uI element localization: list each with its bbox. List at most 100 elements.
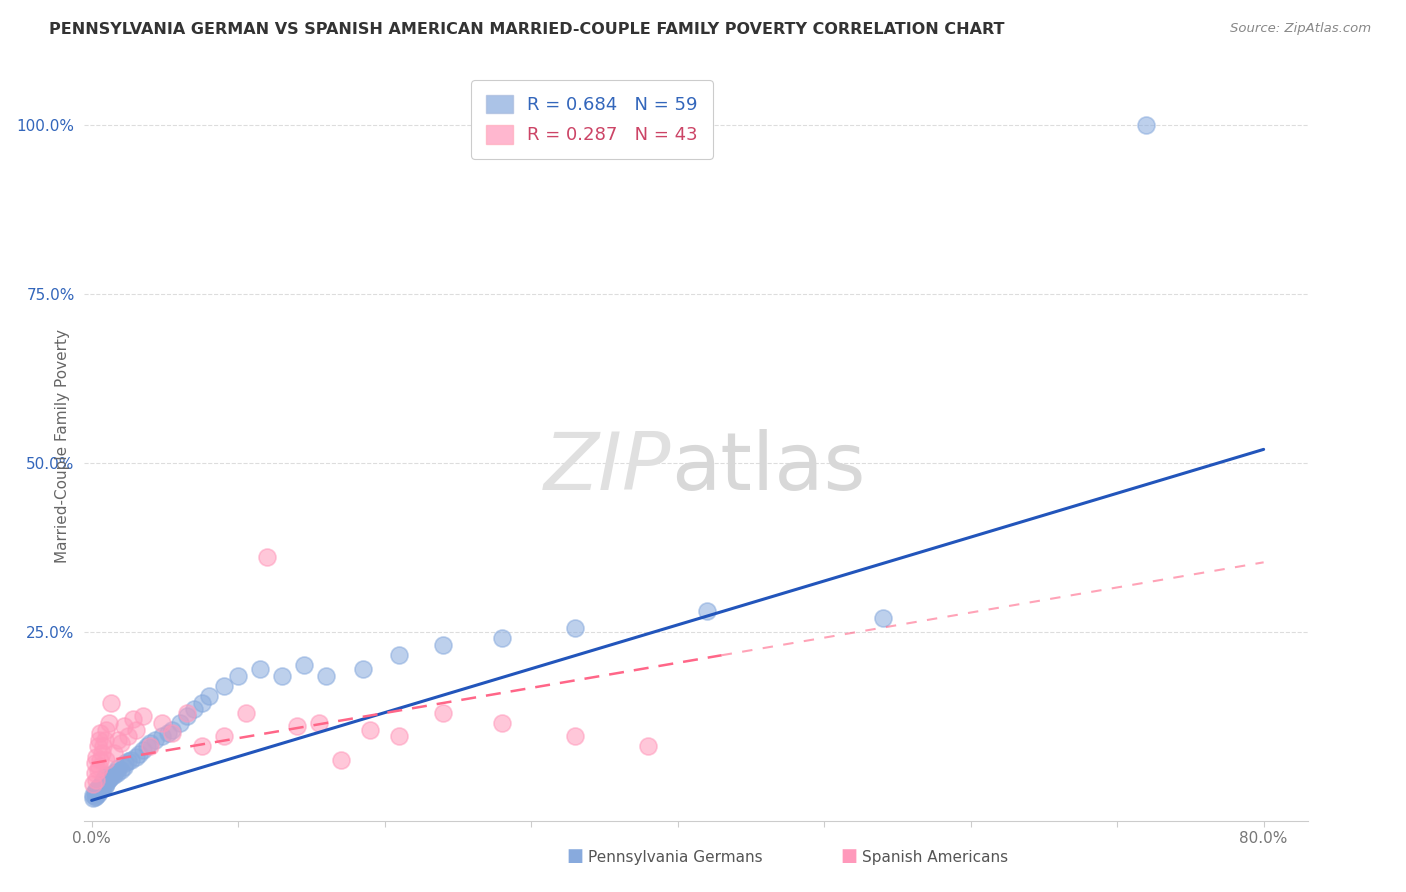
Point: [292, 658, 315, 673]
Point: [91, 781, 114, 796]
Point: [256, 550, 278, 565]
Text: PENNSYLVANIA GERMAN VS SPANISH AMERICAN MARRIED-COUPLE FAMILY POVERTY CORRELATIO: PENNSYLVANIA GERMAN VS SPANISH AMERICAN …: [49, 22, 1005, 37]
Point: [93, 739, 115, 754]
Point: [93, 774, 115, 789]
Point: [96, 753, 118, 767]
Point: [94, 779, 117, 793]
Point: [104, 765, 127, 780]
Point: [98, 772, 121, 786]
Y-axis label: Married-Couple Family Poverty: Married-Couple Family Poverty: [55, 329, 70, 563]
Point: [432, 638, 454, 652]
Point: [872, 611, 894, 625]
Point: [91, 746, 114, 760]
Point: [84, 773, 107, 788]
Point: [121, 712, 143, 726]
Point: [190, 739, 212, 754]
Point: [96, 768, 118, 782]
Point: [105, 766, 128, 780]
Point: [96, 723, 118, 737]
Point: [94, 770, 117, 784]
Point: [89, 726, 111, 740]
Point: [212, 729, 235, 743]
Text: atlas: atlas: [672, 429, 866, 508]
Text: ■: ■: [567, 847, 583, 865]
Point: [139, 736, 162, 750]
Point: [107, 732, 129, 747]
Point: [110, 763, 132, 777]
Point: [226, 668, 249, 682]
Point: [352, 662, 374, 676]
Text: ■: ■: [841, 847, 858, 865]
Point: [120, 753, 142, 767]
Point: [150, 729, 173, 743]
Point: [117, 754, 139, 768]
Point: [212, 679, 235, 693]
Point: [308, 715, 330, 730]
Point: [94, 732, 117, 747]
Point: [176, 709, 198, 723]
Point: [637, 739, 659, 754]
Point: [150, 715, 173, 730]
Point: [84, 783, 107, 797]
Point: [100, 696, 122, 710]
Text: Source: ZipAtlas.com: Source: ZipAtlas.com: [1230, 22, 1371, 36]
Point: [388, 729, 411, 743]
Point: [162, 726, 184, 740]
Point: [100, 770, 122, 784]
Point: [696, 604, 718, 618]
Point: [491, 632, 513, 646]
Point: [86, 739, 108, 754]
Point: [89, 753, 111, 767]
Point: [87, 759, 110, 773]
Point: [83, 766, 105, 780]
Point: [132, 709, 155, 723]
Point: [83, 790, 105, 805]
Point: [162, 723, 184, 737]
Point: [285, 719, 308, 733]
Point: [124, 723, 146, 737]
Point: [112, 759, 135, 773]
Point: [110, 736, 132, 750]
Point: [84, 749, 107, 764]
Point: [564, 621, 586, 635]
Point: [87, 732, 110, 747]
Legend: R = 0.684   N = 59, R = 0.287   N = 43: R = 0.684 N = 59, R = 0.287 N = 43: [471, 80, 713, 159]
Point: [86, 781, 108, 796]
Point: [139, 739, 162, 754]
Point: [432, 706, 454, 720]
Point: [117, 729, 139, 743]
Point: [89, 783, 111, 797]
Text: ZIP: ZIP: [544, 429, 672, 508]
Point: [86, 763, 108, 777]
Text: Spanish Americans: Spanish Americans: [862, 850, 1008, 865]
Point: [1135, 119, 1157, 133]
Point: [97, 773, 120, 788]
Point: [198, 689, 221, 703]
Point: [388, 648, 411, 663]
Point: [183, 702, 205, 716]
Point: [235, 706, 257, 720]
Point: [86, 787, 108, 801]
Point: [564, 729, 586, 743]
Point: [136, 739, 159, 754]
Point: [249, 662, 271, 676]
Point: [124, 749, 146, 764]
Point: [128, 747, 150, 762]
Point: [82, 776, 104, 790]
Point: [143, 732, 166, 747]
Point: [98, 715, 121, 730]
Point: [114, 756, 136, 771]
Point: [83, 785, 105, 799]
Point: [84, 789, 107, 803]
Point: [359, 723, 381, 737]
Point: [132, 743, 155, 757]
Point: [491, 715, 513, 730]
Point: [156, 726, 179, 740]
Point: [82, 788, 104, 802]
Point: [190, 696, 212, 710]
Point: [271, 668, 294, 682]
Point: [87, 780, 110, 794]
Point: [82, 791, 104, 805]
Point: [107, 761, 129, 775]
Text: Pennsylvania Germans: Pennsylvania Germans: [588, 850, 762, 865]
